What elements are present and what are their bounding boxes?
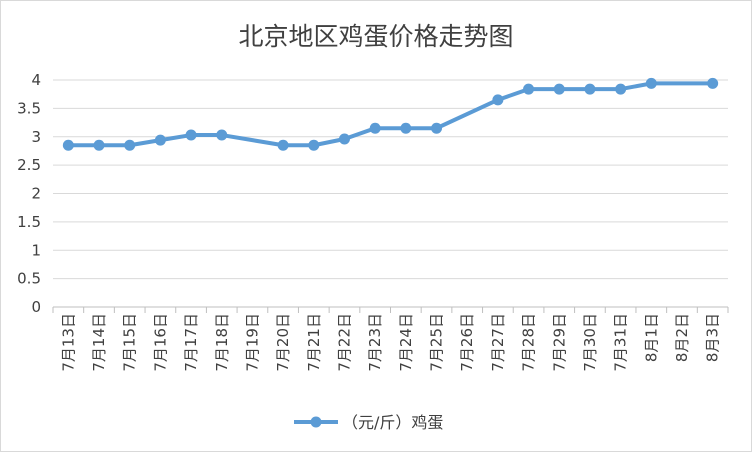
data-point [308,139,320,151]
x-tick-label: 8月2日 [673,313,691,362]
x-tick-label: 7月31日 [612,313,630,372]
x-tick-label: 7月21日 [305,313,323,372]
x-tick-label: 7月18日 [213,313,231,372]
chart-title: 北京地区鸡蛋价格走势图 [238,22,513,51]
x-tick-label: 7月27日 [489,313,507,372]
x-tick-label: 8月3日 [704,313,722,362]
x-tick-label: 7月15日 [121,313,139,372]
data-point [338,133,350,145]
x-axis [52,306,729,313]
data-point [216,129,228,141]
x-tick-label: 7月17日 [182,313,200,372]
data-point [93,139,105,151]
y-tick-label: 4 [31,71,41,89]
y-tick-label: 0.5 [17,270,41,288]
x-tick-label: 7月30日 [581,313,599,372]
x-tick-label: 7月19日 [243,313,261,372]
data-point [185,129,197,141]
data-point [584,83,596,95]
data-point [400,122,412,134]
x-tick-label: 7月25日 [428,313,446,372]
data-point [369,122,381,134]
legend-dot-marker [310,416,322,428]
y-tick-label: 3.5 [17,99,41,117]
y-axis-tick-labels: 0 0.5 1 1.5 2 2.5 3 3.5 4 [17,71,41,316]
data-point [154,134,166,146]
legend-label: （元/斤）鸡蛋 [342,413,443,432]
data-point [62,139,74,151]
data-point [124,139,136,151]
y-tick-label: 2 [31,185,41,203]
x-tick-label: 7月26日 [458,313,476,372]
x-tick-label: 8月1日 [642,313,660,362]
y-tick-label: 1.5 [17,213,41,231]
y-tick-label: 3 [31,128,41,146]
data-point [553,83,565,95]
x-tick-label: 7月14日 [90,313,108,372]
y-tick-label: 0 [31,298,41,316]
x-tick-label: 7月22日 [335,313,353,372]
x-tick-label: 7月23日 [366,313,384,372]
x-tick-label: 7月24日 [397,313,415,372]
x-tick-label: 7月20日 [274,313,292,372]
data-point [707,77,719,89]
data-point [492,94,504,106]
x-tick-label: 7月28日 [520,313,538,372]
series-line [62,77,719,151]
x-tick-label: 7月13日 [59,313,77,372]
data-point [523,83,535,95]
x-axis-tick-labels: 7月13日 7月14日 7月15日 7月16日 7月17日 7月18日 7月19日 7月20日… [59,313,721,372]
data-point [615,83,627,95]
data-point [645,77,657,89]
series-line-path [66,81,715,148]
x-tick-label: 7月16日 [151,313,169,372]
legend: （元/斤）鸡蛋 [294,413,443,432]
x-tick-label: 7月29日 [550,313,568,372]
data-point [277,139,289,151]
y-tick-label: 2.5 [17,156,41,174]
y-tick-label: 1 [31,241,41,259]
gridlines [53,79,728,280]
data-point [431,122,443,134]
